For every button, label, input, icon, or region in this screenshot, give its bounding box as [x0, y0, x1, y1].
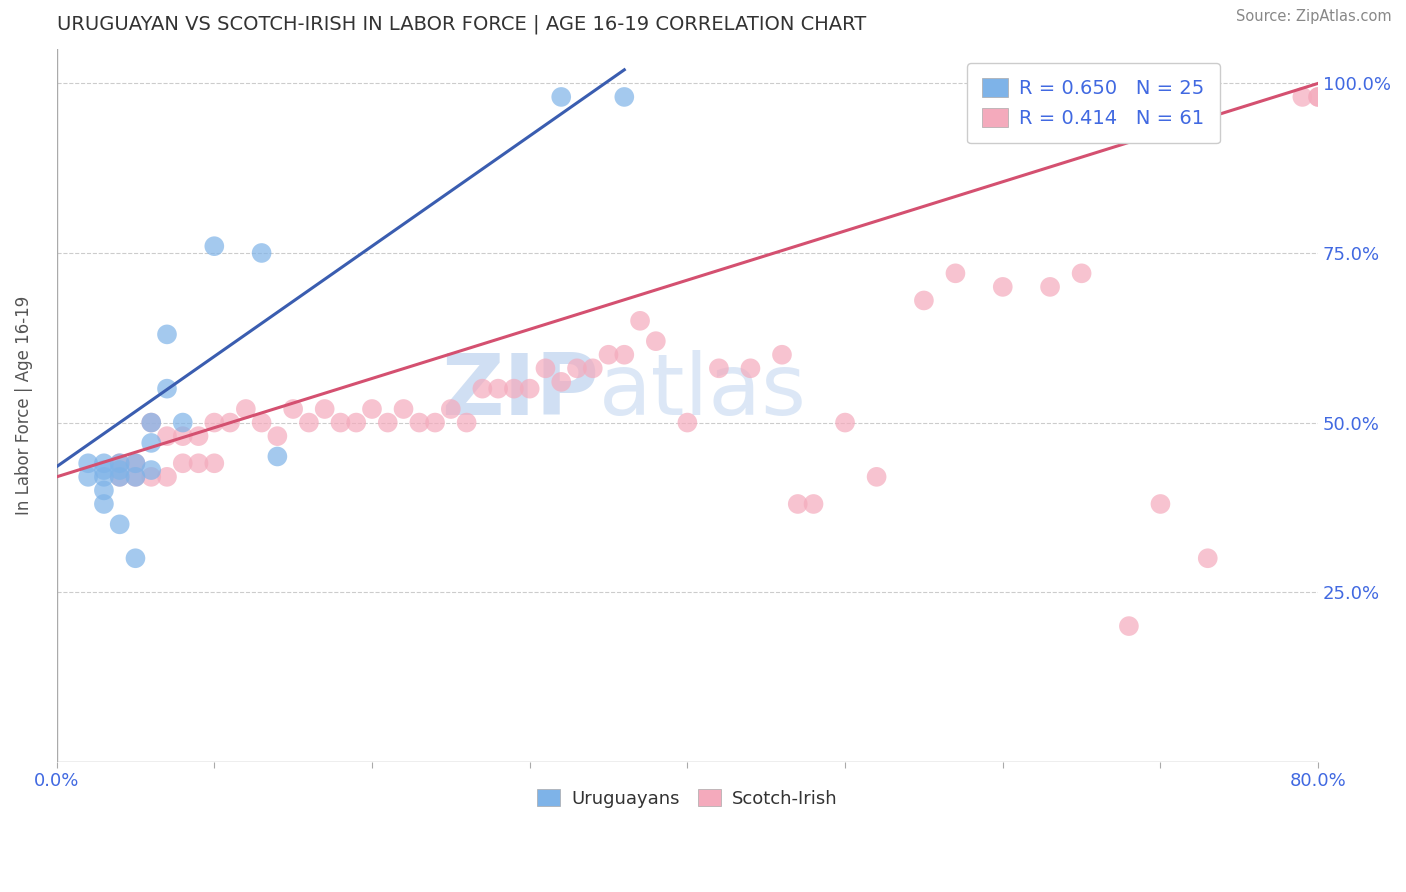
Point [187, 456, 209, 470]
Legend: Uruguayans, Scotch-Irish: Uruguayans, Scotch-Irish [527, 780, 846, 817]
Point [266, 429, 288, 443]
Point [865, 470, 887, 484]
Point [1070, 266, 1092, 280]
Point [991, 280, 1014, 294]
Point [141, 436, 163, 450]
Point [534, 361, 557, 376]
Point [786, 497, 808, 511]
Point [1308, 90, 1330, 104]
Point [834, 416, 856, 430]
Point [250, 416, 273, 430]
Point [377, 416, 399, 430]
Point [408, 416, 430, 430]
Point [613, 348, 636, 362]
Point [202, 456, 225, 470]
Y-axis label: In Labor Force | Age 16-19: In Labor Force | Age 16-19 [15, 296, 32, 516]
Point [550, 90, 572, 104]
Point [250, 246, 273, 260]
Point [77, 470, 100, 484]
Point [613, 90, 636, 104]
Point [803, 497, 825, 511]
Point [108, 456, 131, 470]
Text: ZIP: ZIP [441, 350, 599, 433]
Point [156, 327, 179, 342]
Point [172, 429, 194, 443]
Point [423, 416, 446, 430]
Point [202, 239, 225, 253]
Point [156, 470, 179, 484]
Point [93, 483, 115, 498]
Point [329, 416, 352, 430]
Text: atlas: atlas [599, 350, 807, 433]
Point [628, 314, 651, 328]
Point [1039, 280, 1062, 294]
Point [644, 334, 666, 348]
Point [486, 382, 509, 396]
Point [565, 361, 588, 376]
Point [1197, 551, 1219, 566]
Point [440, 402, 463, 417]
Point [1118, 619, 1140, 633]
Point [156, 429, 179, 443]
Point [519, 382, 541, 396]
Point [124, 456, 146, 470]
Point [235, 402, 257, 417]
Point [108, 456, 131, 470]
Point [108, 470, 131, 484]
Point [266, 450, 288, 464]
Point [141, 416, 163, 430]
Text: Source: ZipAtlas.com: Source: ZipAtlas.com [1236, 9, 1392, 24]
Point [93, 470, 115, 484]
Point [187, 429, 209, 443]
Point [156, 382, 179, 396]
Text: URUGUAYAN VS SCOTCH-IRISH IN LABOR FORCE | AGE 16-19 CORRELATION CHART: URUGUAYAN VS SCOTCH-IRISH IN LABOR FORCE… [56, 15, 866, 35]
Point [298, 416, 321, 430]
Point [912, 293, 935, 308]
Point [503, 382, 526, 396]
Point [281, 402, 304, 417]
Point [124, 456, 146, 470]
Point [172, 456, 194, 470]
Point [1149, 497, 1171, 511]
Point [108, 470, 131, 484]
Point [108, 463, 131, 477]
Point [219, 416, 242, 430]
Point [392, 402, 415, 417]
Point [344, 416, 367, 430]
Point [124, 470, 146, 484]
Point [77, 456, 100, 470]
Point [361, 402, 384, 417]
Point [314, 402, 336, 417]
Point [945, 266, 967, 280]
Point [124, 470, 146, 484]
Point [770, 348, 793, 362]
Point [172, 416, 194, 430]
Point [676, 416, 699, 430]
Point [108, 517, 131, 532]
Point [707, 361, 730, 376]
Point [202, 416, 225, 430]
Point [471, 382, 494, 396]
Point [550, 375, 572, 389]
Point [93, 456, 115, 470]
Point [740, 361, 762, 376]
Point [141, 470, 163, 484]
Point [456, 416, 478, 430]
Point [93, 497, 115, 511]
Point [1291, 90, 1313, 104]
Point [141, 416, 163, 430]
Point [124, 551, 146, 566]
Point [93, 463, 115, 477]
Point [598, 348, 620, 362]
Point [141, 463, 163, 477]
Point [1308, 90, 1330, 104]
Point [582, 361, 605, 376]
